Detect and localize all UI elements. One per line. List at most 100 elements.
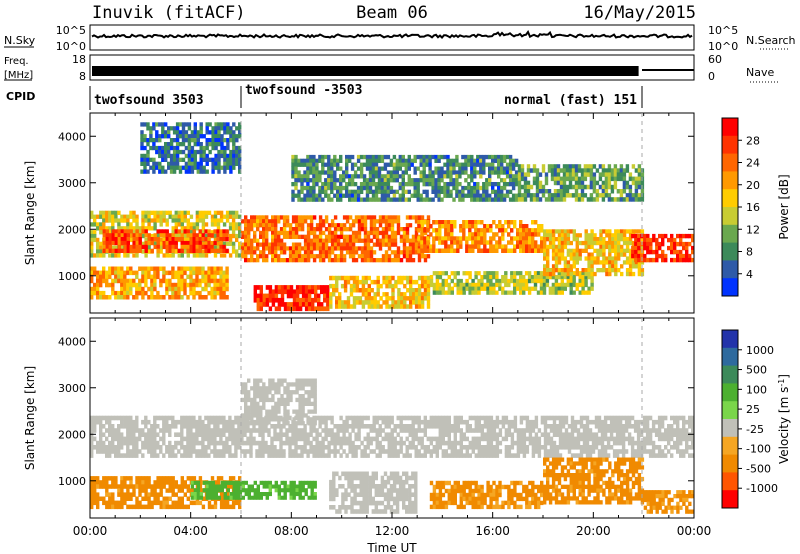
power-cell-7 [444, 228, 448, 233]
velocity-cell-0 [399, 428, 403, 433]
velocity-cell-0 [306, 436, 310, 442]
power-cell-9 [688, 233, 692, 239]
power-cell-9 [667, 237, 671, 243]
power-cell-5 [400, 279, 404, 285]
power-cell-2 [144, 282, 148, 288]
power-cell-4 [265, 215, 269, 220]
power-cell-12 [535, 172, 540, 177]
power-cell-0 [213, 233, 218, 239]
power-cell-11 [374, 193, 379, 198]
velocity-cell-0 [126, 440, 130, 446]
power-cell-0 [135, 222, 139, 227]
velocity-cell-0 [159, 428, 163, 433]
power-cell-11 [425, 193, 429, 198]
power-cell-11 [324, 185, 328, 191]
power-cell-0 [162, 253, 166, 258]
velocity-cell-0 [291, 440, 295, 446]
power-cell-0 [231, 230, 236, 235]
power-cell-10 [158, 161, 162, 166]
power-cell-12 [577, 168, 582, 173]
power-cell-10 [161, 126, 165, 131]
power-cell-10 [167, 134, 171, 139]
power-cell-0 [168, 253, 172, 258]
power-cell-0 [219, 210, 224, 215]
power-cell-2 [156, 295, 160, 300]
power-cell-10 [178, 149, 183, 155]
power-cell-10 [214, 145, 218, 151]
power-cell-0 [204, 210, 209, 215]
velocity-cell-0 [435, 440, 439, 446]
velocity-cell-0 [363, 415, 367, 421]
velocity-cell-0 [309, 424, 313, 429]
power-cell-3 [283, 302, 288, 307]
power-cell-4 [291, 246, 296, 251]
power-cell-11 [359, 154, 364, 160]
velocity-cell-0 [297, 428, 301, 433]
power-cell-2 [174, 274, 178, 280]
power-cell-7 [438, 220, 442, 225]
power-cell-10 [196, 142, 200, 147]
power-cell-1 [108, 233, 112, 238]
velocity-cell-0 [438, 424, 442, 429]
power-cell-11 [452, 162, 456, 167]
velocity-cell-0 [366, 453, 370, 458]
power-cell-11 [407, 166, 411, 171]
power-cell-0 [105, 226, 109, 231]
power-cell-2 [96, 270, 100, 276]
power-cell-11 [401, 158, 405, 163]
power-cell-12 [574, 168, 579, 173]
power-heatmap [90, 122, 695, 312]
power-cell-6 [471, 290, 475, 295]
power-cell-1 [198, 244, 202, 250]
power-cell-11 [485, 193, 489, 198]
power-cell-1 [111, 229, 115, 234]
velocity-cell-0 [306, 453, 310, 458]
power-cell-11 [365, 189, 370, 194]
power-cell-11 [458, 182, 462, 187]
power-cell-11 [491, 197, 495, 202]
velocity-cell-0 [231, 453, 235, 458]
power-cell-11 [449, 178, 453, 183]
power-cell-3 [295, 293, 300, 299]
power-cell-1 [210, 240, 214, 246]
velocity-cell-0 [270, 436, 274, 442]
power-cell-8 [584, 229, 588, 234]
power-cell-8 [590, 233, 594, 238]
power-cell-12 [637, 172, 642, 177]
power-cell-12 [553, 189, 558, 194]
power-cell-0 [222, 222, 227, 227]
power-cell-11 [371, 197, 376, 202]
power-cell-2 [123, 282, 127, 288]
velocity-cell-0 [420, 428, 424, 433]
velocity-cell-0 [372, 419, 376, 425]
velocity-cell-0 [246, 440, 250, 446]
power-cell-4 [423, 258, 428, 263]
power-cell-4 [306, 246, 311, 251]
power-cell-5 [335, 283, 339, 289]
power-cell-0 [195, 214, 200, 219]
power-cell-3 [314, 289, 318, 295]
power-cell-0 [120, 218, 124, 223]
power-cell-1 [120, 248, 124, 253]
power-cell-8 [548, 233, 553, 238]
power-cell-2 [213, 282, 217, 288]
velocity-cell-0 [90, 436, 94, 442]
power-cell-1 [165, 240, 169, 246]
power-cell-0 [213, 214, 218, 219]
velocity-cell-0 [222, 453, 226, 458]
power-cell-7 [495, 240, 499, 245]
power-cell-1 [195, 237, 199, 242]
velocity-cell-0 [207, 440, 211, 446]
power-cell-10 [226, 157, 230, 162]
power-cell-11 [356, 174, 361, 179]
velocity-cell-0 [276, 424, 280, 429]
power-cell-11 [461, 193, 465, 198]
power-cell-5 [343, 288, 348, 293]
power-cell-1 [216, 237, 220, 242]
power-cell-9 [649, 249, 653, 255]
power-cell-4 [241, 230, 245, 236]
power-cell-4 [285, 219, 290, 224]
power-cell-10 [167, 142, 171, 147]
power-cell-12 [619, 193, 624, 198]
power-cell-4 [420, 254, 425, 259]
